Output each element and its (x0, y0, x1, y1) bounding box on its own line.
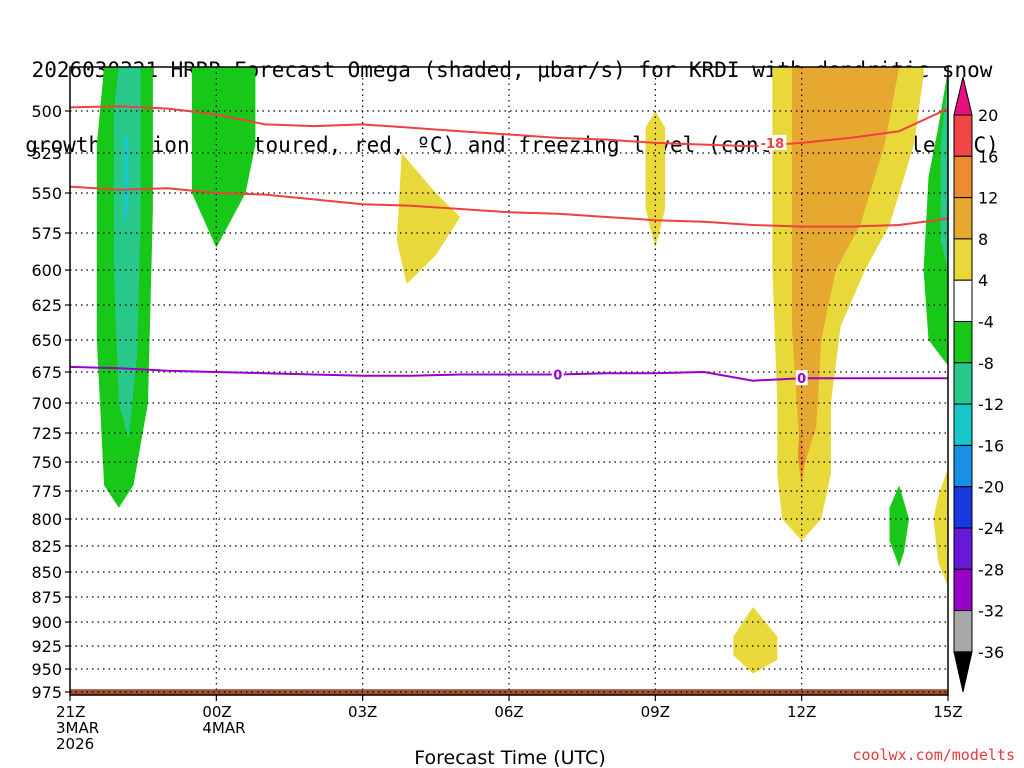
contour-label-bg-1 (551, 366, 564, 382)
colorbar-swatch-4 (953, 279, 973, 323)
colorbar-swatch-11 (953, 568, 973, 612)
colorbar-label-0: 20 (978, 106, 998, 125)
y-tick-label-900: 900 (31, 613, 62, 632)
colorbar-swatch-0 (953, 114, 973, 157)
colorbar: 20 16 12 8 4 -4 -8 -12 -16 -20 -24 -28 -32 -36 (953, 76, 1004, 693)
colorbar-label-3: 8 (978, 230, 988, 249)
y-tick-label-750: 750 (31, 453, 62, 472)
colorbar-swatch-6 (953, 362, 973, 405)
y-tick-label-600: 600 (31, 261, 62, 280)
x-tick-label-15-0: 12Z (787, 703, 816, 721)
contour-label-2: 0 (797, 372, 806, 387)
x-tick-label-9-0: 06Z (494, 703, 523, 721)
y-tick-label-850: 850 (31, 563, 62, 582)
omega-region-cyan-core-early (123, 136, 129, 225)
colorbar-label-bottom: -36 (978, 643, 1004, 662)
y-tick-label-875: 875 (31, 588, 62, 607)
colorbar-label-6: -8 (978, 354, 994, 373)
omega-region-yellow-03z (396, 153, 461, 284)
x-tick-label-0-2: 2026 (56, 735, 94, 753)
x-tick-label-3-1: 4MAR (202, 719, 245, 737)
y-tick-label-800: 800 (31, 510, 62, 529)
colorbar-swatch-7 (953, 403, 973, 446)
contour-lines: -18 0 0 (70, 105, 948, 387)
omega-region-teal-right-edge (940, 75, 948, 270)
y-axis: 500 525 550 575 600 625 650 675 700 725 750 775 800 8… (31, 102, 70, 702)
y-tick-label-975: 975 (31, 683, 62, 702)
y-tick-label-725: 725 (31, 424, 62, 443)
colorbar-swatch-1 (953, 155, 973, 199)
y-tick-label-675: 675 (31, 363, 62, 382)
ground-layer (70, 689, 948, 695)
contour-dgz-minus18 (70, 185, 948, 228)
y-tick-label-925: 925 (31, 637, 62, 656)
y-tick-label-575: 575 (31, 224, 62, 243)
y-tick-label-650: 650 (31, 331, 62, 350)
colorbar-label-12: -32 (978, 602, 1004, 621)
colorbar-bottom-triangle (953, 651, 973, 693)
x-tick-label-3-0: 00Z (202, 703, 231, 721)
colorbar-swatch-9 (953, 486, 973, 529)
y-tick-label-950: 950 (31, 660, 62, 679)
omega-shading (96, 67, 948, 674)
omega-region-yellow-lower (733, 607, 778, 674)
credit-link[interactable]: coolwx.com/modelts (852, 746, 1015, 764)
x-tick-label-0-0: 21Z (56, 703, 85, 721)
y-tick-label-825: 825 (31, 537, 62, 556)
colorbar-top-triangle (953, 76, 973, 116)
contour-dgz-minus12 (70, 105, 948, 148)
omega-region-teal-band-early (113, 67, 141, 439)
colorbar-swatch-12 (953, 610, 973, 653)
y-tick-label-525: 525 (31, 144, 62, 163)
colorbar-swatch-2 (953, 197, 973, 240)
x-tick-label-0-1: 3MAR (56, 719, 99, 737)
omega-region-orange-core (797, 433, 806, 486)
colorbar-label-10: -24 (978, 519, 1004, 538)
y-tick-label-700: 700 (31, 394, 62, 413)
colorbar-label-7: -12 (978, 395, 1004, 414)
y-tick-label-625: 625 (31, 296, 62, 315)
x-axis-label: Forecast Time (UTC) (414, 747, 605, 768)
contour-label-0: -18 (761, 137, 785, 152)
colorbar-label-11: -28 (978, 560, 1004, 579)
omega-region-green-lower-right (889, 485, 909, 567)
omega-region-yellow-right-edge (933, 467, 948, 587)
x-tick-label-6-0: 03Z (348, 703, 377, 721)
colorbar-swatch-3 (953, 238, 973, 281)
y-tick-label-550: 550 (31, 184, 62, 203)
contour-label-1: 0 (553, 368, 562, 383)
x-tick-label-12-0: 09Z (641, 703, 670, 721)
omega-region-yellow-09z (645, 111, 666, 248)
colorbar-label-4: 4 (978, 271, 988, 290)
colorbar-swatch-8 (953, 444, 973, 488)
colorbar-label-2: 12 (978, 189, 998, 208)
omega-region-green-band-00z (191, 67, 256, 248)
contour-label-bg-2 (795, 370, 808, 386)
colorbar-label-9: -20 (978, 478, 1004, 497)
colorbar-swatch-10 (953, 527, 973, 570)
colorbar-label-1: 16 (978, 147, 998, 166)
colorbar-label-5: -4 (978, 313, 994, 332)
colorbar-label-8: -16 (978, 436, 1004, 455)
y-tick-label-775: 775 (31, 482, 62, 501)
y-tick-label-500: 500 (31, 102, 62, 121)
x-tick-label-18-0: 15Z (933, 703, 962, 721)
contour-label-bg-0 (758, 134, 787, 150)
ground-strip (70, 689, 948, 695)
colorbar-swatch-5 (953, 321, 973, 364)
